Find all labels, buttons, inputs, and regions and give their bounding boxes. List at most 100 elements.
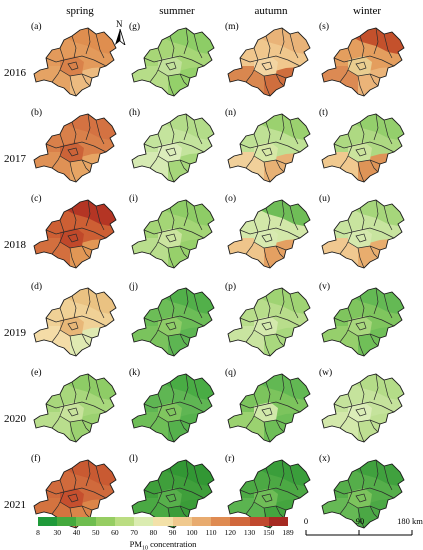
district-border	[355, 147, 367, 157]
district-border	[355, 493, 367, 503]
concentration-zone	[60, 402, 84, 422]
district-border	[333, 317, 353, 323]
district-border	[161, 401, 205, 413]
district-border	[263, 247, 271, 268]
district-border	[169, 467, 175, 491]
district-border	[81, 419, 91, 433]
district-border	[351, 401, 395, 413]
beijing-outline	[131, 459, 215, 529]
colorbar-swatch	[76, 517, 96, 526]
panel-label: (u)	[319, 194, 331, 204]
district-border	[263, 421, 271, 442]
map-panel-autumn-2017: (n)	[224, 108, 314, 188]
north-arrow-icon	[115, 29, 126, 45]
season-header-winter: winter	[352, 5, 382, 17]
colorbar-swatch	[134, 517, 154, 526]
colorbar-tick-label: 120	[224, 528, 236, 537]
pm10-map	[227, 373, 311, 443]
district-border	[69, 161, 77, 182]
district-border	[165, 493, 177, 503]
pm10-map	[33, 287, 117, 357]
panel-label: (c)	[31, 194, 42, 204]
district-border	[275, 245, 285, 259]
district-border	[245, 69, 255, 83]
district-border	[357, 335, 365, 356]
concentration-zone	[348, 228, 372, 248]
concentration-zone	[348, 316, 372, 336]
district-border	[239, 317, 259, 323]
district-border	[373, 114, 379, 141]
district-border	[143, 317, 163, 323]
colorbar-tick-label: 40	[72, 528, 81, 537]
district-border	[69, 335, 77, 356]
district-border	[383, 205, 393, 231]
district-border	[279, 200, 285, 227]
district-border	[253, 329, 287, 339]
district-border	[253, 241, 287, 251]
colorbar-tick-label: 150	[263, 528, 275, 537]
district-border	[347, 329, 381, 339]
district-border	[261, 61, 273, 71]
district-border	[355, 407, 367, 417]
colorbar-swatch	[114, 517, 135, 526]
colorbar-swatch	[230, 517, 250, 526]
season-header-autumn: autumn	[254, 5, 288, 17]
colorbar-title-prefix: PM	[129, 539, 142, 549]
district-border	[373, 460, 379, 487]
district-border	[279, 114, 285, 141]
district-border	[183, 374, 189, 401]
district-border	[263, 161, 271, 182]
district-border	[351, 141, 395, 153]
pm10-map	[321, 373, 405, 443]
panel-label: (q)	[225, 368, 237, 378]
district-border	[333, 489, 353, 495]
district-border	[67, 493, 79, 503]
district-border	[81, 333, 91, 347]
district-border	[265, 207, 271, 231]
district-border	[275, 333, 285, 347]
district-border	[161, 227, 205, 239]
map-panel-winter-2018: (u)	[318, 194, 408, 274]
beijing-outline	[131, 199, 215, 269]
beijing-outline	[131, 27, 215, 97]
district-border	[339, 155, 349, 169]
district-border	[369, 245, 379, 259]
district-border	[239, 57, 259, 63]
district-border	[63, 227, 107, 239]
district-border	[257, 227, 301, 239]
district-border	[383, 33, 393, 59]
district-border	[143, 489, 163, 495]
pm10-map	[227, 113, 311, 183]
district-border	[383, 465, 393, 491]
district-border	[149, 241, 159, 255]
district-border	[169, 35, 175, 59]
beijing-outline	[33, 27, 117, 97]
beijing-outline	[227, 113, 311, 183]
district-border	[95, 119, 105, 145]
district-border	[183, 200, 189, 227]
colorbar-tick-label: 90	[168, 528, 177, 537]
beijing-outline	[33, 199, 117, 269]
colorbar-swatch	[191, 517, 212, 526]
district-border	[165, 147, 177, 157]
district-border	[333, 143, 353, 149]
district-border	[157, 329, 191, 339]
concentration-zone	[254, 488, 278, 508]
district-border	[347, 69, 381, 79]
map-panel-autumn-2016: (m)	[224, 22, 314, 102]
beijing-outline	[321, 459, 405, 529]
map-panel-autumn-2018: (o)	[224, 194, 314, 274]
district-border	[165, 233, 177, 243]
concentration-zone	[158, 402, 182, 422]
district-border	[63, 55, 107, 67]
district-border	[355, 321, 367, 331]
colorbar-swatch	[57, 517, 77, 526]
beijing-outline	[227, 27, 311, 97]
district-border	[179, 505, 189, 519]
north-arrow: N	[114, 20, 128, 46]
concentration-zone	[254, 316, 278, 336]
concentration-zone	[254, 228, 278, 248]
district-border	[261, 147, 273, 157]
district-border	[193, 33, 203, 59]
district-border	[67, 61, 79, 71]
